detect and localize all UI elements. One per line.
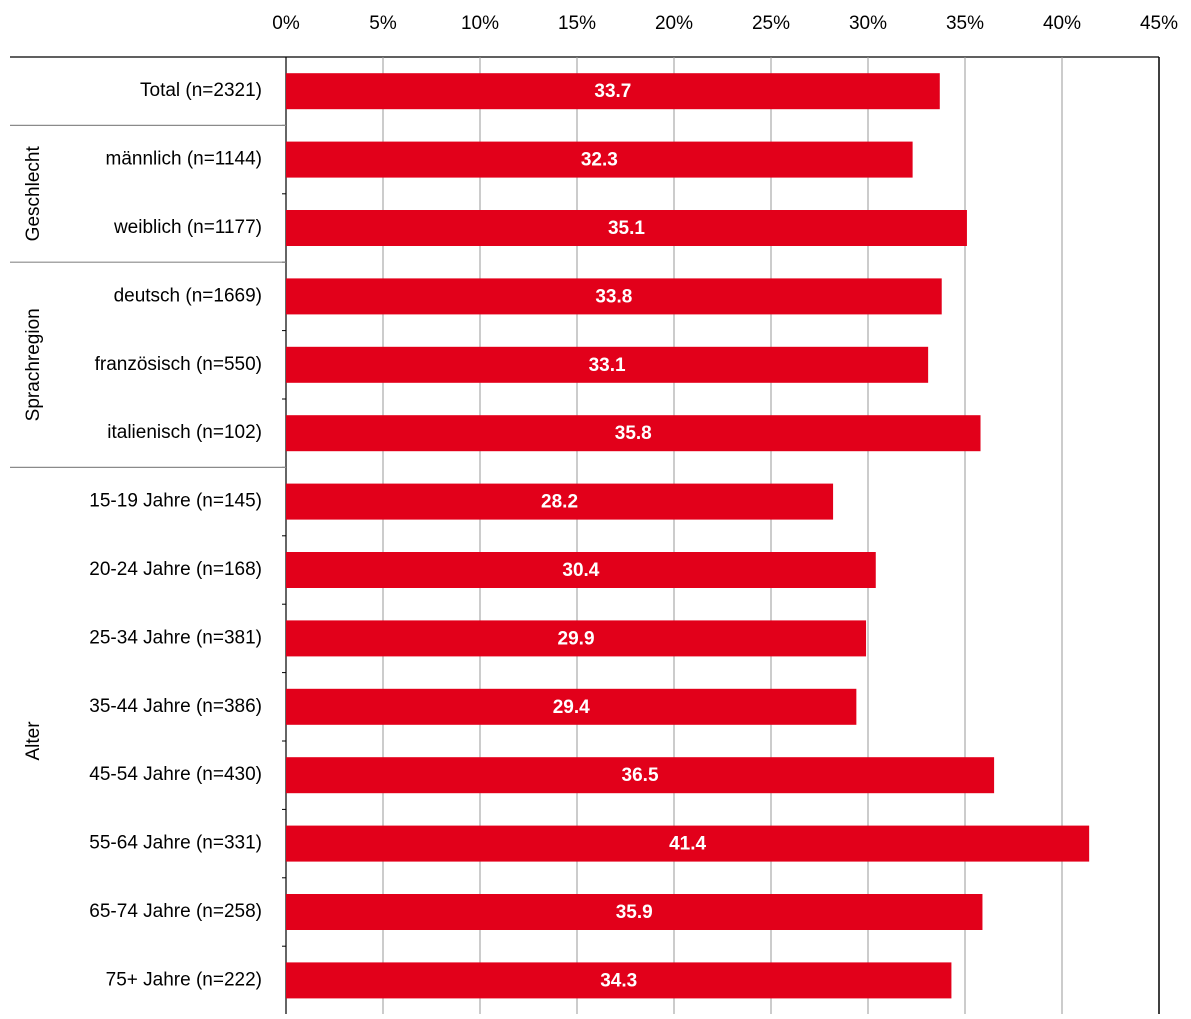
x-tick-label: 20%	[655, 13, 693, 34]
bar	[286, 825, 1090, 862]
bar-value-label: 36.5	[622, 765, 659, 786]
bar-value-label: 34.3	[600, 970, 637, 991]
bar	[286, 346, 929, 383]
bar	[286, 962, 952, 999]
bar	[286, 141, 913, 178]
x-tick-label: 10%	[461, 13, 499, 34]
gridlines	[10, 56, 1160, 1014]
bar	[286, 73, 940, 110]
group-label: Geschlecht	[23, 146, 44, 242]
bars: 33.7 32.3 35.1 33.8 33.1 35.8 28.2 30.4 29.9 29.4…	[286, 73, 1090, 999]
bar	[286, 552, 876, 588]
category-label: deutsch (n=1669)	[114, 285, 262, 306]
x-axis-ticks: 0% 5% 10% 15% 20% 25% 30% 35% 40% 45%	[272, 13, 1178, 34]
bar-value-label: 30.4	[562, 560, 599, 581]
category-label: männlich (n=1144)	[106, 149, 263, 170]
bar	[286, 483, 834, 520]
bar	[286, 620, 867, 657]
x-tick-label: 5%	[369, 13, 397, 34]
bar	[286, 415, 981, 452]
bar-value-label: 35.9	[616, 902, 653, 923]
category-label: 35-44 Jahre (n=386)	[89, 696, 262, 717]
bar-value-label: 35.1	[608, 218, 645, 239]
category-label: weiblich (n=1177)	[113, 217, 262, 238]
bar	[286, 688, 857, 725]
bar	[286, 278, 942, 315]
category-label: 15-19 Jahre (n=145)	[89, 491, 262, 512]
category-groups: Geschlecht Sprachregion Alter	[10, 124, 286, 761]
category-label: 25-34 Jahre (n=381)	[89, 627, 262, 648]
group-label: Alter	[23, 721, 44, 761]
x-tick-label: 15%	[558, 13, 596, 34]
bar-value-label: 35.8	[615, 423, 652, 444]
bar-value-label: 29.4	[553, 697, 590, 718]
bar	[286, 757, 995, 794]
x-tick-label: 35%	[946, 13, 984, 34]
bar-value-label: 33.8	[595, 286, 632, 307]
bar-value-label: 41.4	[669, 834, 706, 855]
bar	[286, 894, 983, 930]
category-label: 45-54 Jahre (n=430)	[89, 764, 262, 785]
category-label: 55-64 Jahre (n=331)	[89, 833, 262, 854]
x-tick-label: 40%	[1043, 13, 1081, 34]
category-label: italienisch (n=102)	[107, 422, 262, 443]
x-tick-label: 25%	[752, 13, 790, 34]
bar-value-label: 28.2	[541, 492, 578, 513]
category-label: 65-74 Jahre (n=258)	[89, 901, 262, 922]
category-label: französisch (n=550)	[95, 354, 262, 375]
bar	[286, 210, 967, 246]
bar-value-label: 29.9	[558, 628, 595, 649]
x-tick-label: 30%	[849, 13, 887, 34]
bar-value-label: 33.7	[594, 81, 631, 102]
bar-value-label: 32.3	[581, 150, 618, 171]
bar-value-label: 33.1	[589, 355, 626, 376]
category-labels: Total (n=2321) männlich (n=1144) weiblich …	[89, 80, 262, 990]
category-label: Total (n=2321)	[140, 80, 262, 101]
x-tick-label: 0%	[272, 13, 300, 34]
category-label: 75+ Jahre (n=222)	[106, 969, 262, 990]
x-tick-label: 45%	[1140, 13, 1178, 34]
group-label: Sprachregion	[23, 308, 44, 421]
category-label: 20-24 Jahre (n=168)	[89, 559, 262, 580]
